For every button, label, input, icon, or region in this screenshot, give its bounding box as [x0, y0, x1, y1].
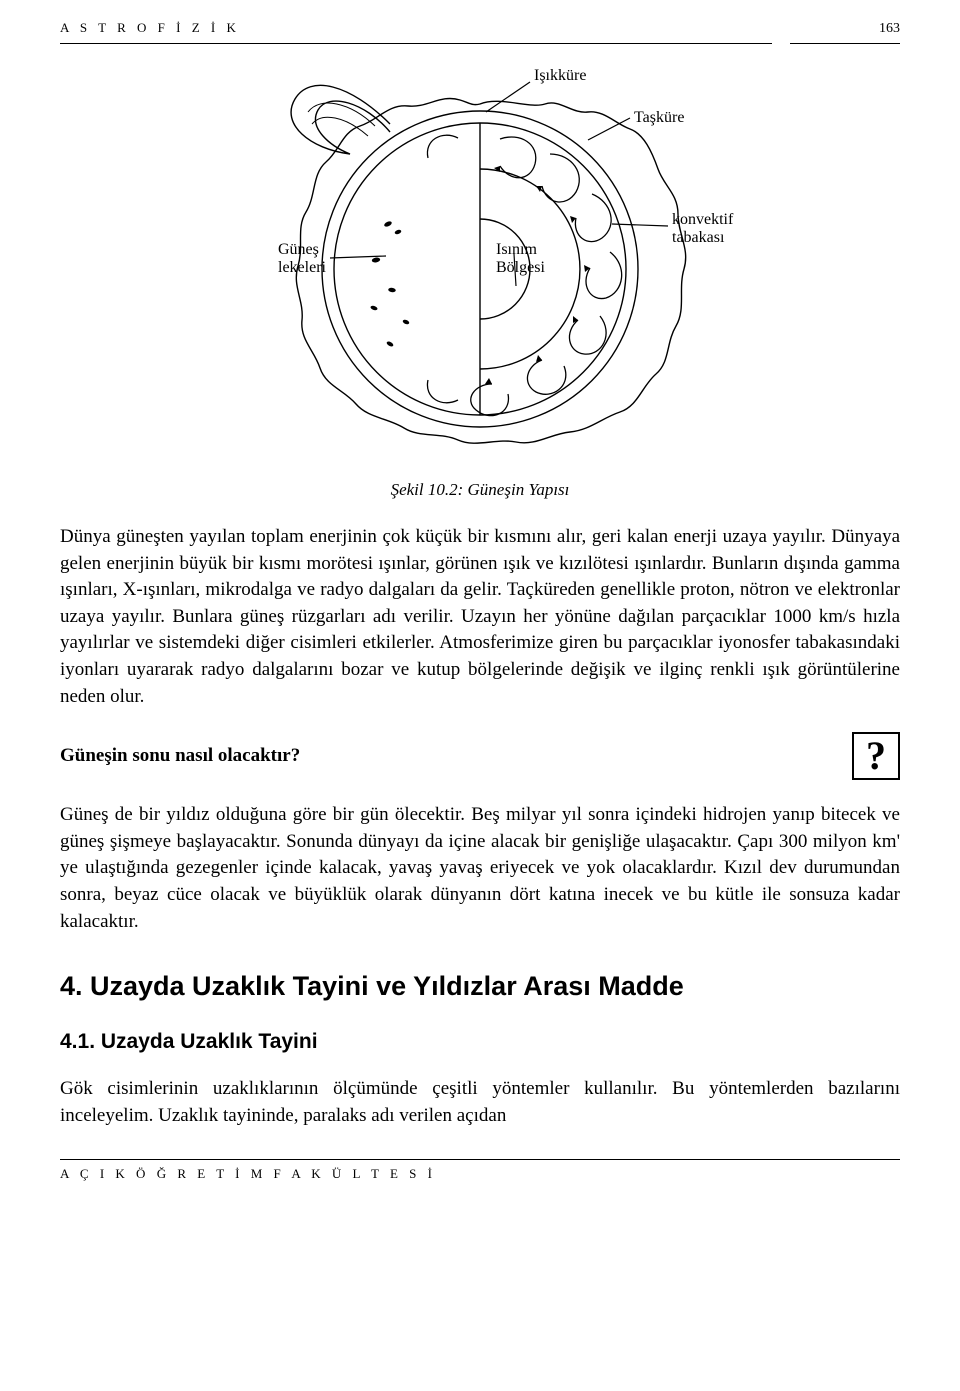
section-heading-4-1: 4.1. Uzayda Uzaklık Tayini	[60, 1030, 900, 1054]
footer-text: A Ç I K Ö Ğ R E T İ M F A K Ü L T E S İ	[60, 1166, 900, 1182]
outer-irregular-outline	[296, 98, 685, 443]
label-konvektif-l2: tabakası	[672, 229, 725, 246]
page-number: 163	[879, 21, 900, 37]
question-text: Güneşin sonu nasıl olacaktır?	[60, 745, 300, 767]
paragraph-3: Gök cisimlerinin uzaklıklarının ölçümünd…	[60, 1076, 900, 1129]
figure-caption: Şekil 10.2: Güneşin Yapısı	[391, 480, 570, 500]
header-rules	[60, 43, 900, 44]
label-isinim-l2: Bölgesi	[496, 259, 545, 276]
section-heading-4: 4. Uzayda Uzaklık Tayini ve Yıldızlar Ar…	[60, 971, 900, 1002]
header-rule-long	[60, 43, 772, 44]
question-mark-icon: ?	[852, 732, 900, 780]
sun-structure-figure: Işıkküre Taşküre konvektif tabakası Isın…	[60, 54, 900, 500]
label-konvektif-l1: konvektif	[672, 211, 734, 228]
label-lekeleri-l2: lekeleri	[278, 259, 327, 276]
leader-konvektif	[612, 224, 668, 226]
header-subject: A S T R O F İ Z İ K	[60, 20, 240, 36]
leader-isikkure	[486, 82, 530, 112]
leader-taskure	[588, 118, 630, 140]
sun-diagram-svg: Işıkküre Taşküre konvektif tabakası Isın…	[200, 54, 760, 474]
footer-rule	[60, 1159, 900, 1160]
page: A S T R O F İ Z İ K 163	[0, 0, 960, 1391]
paragraph-1: Dünya güneşten yayılan toplam enerjinin …	[60, 524, 900, 710]
paragraph-2: Güneş de bir yıldız olduğuna göre bir gü…	[60, 802, 900, 935]
prominence-inner-1	[308, 103, 375, 126]
label-isikkure: Işıkküre	[534, 67, 586, 84]
sunspots	[370, 220, 410, 347]
question-row: Güneşin sonu nasıl olacaktır? ?	[60, 732, 900, 780]
label-taskure: Taşküre	[634, 109, 684, 126]
label-lekeleri-l1: Güneş	[278, 241, 319, 258]
page-header: A S T R O F İ Z İ K 163	[60, 20, 900, 37]
label-isinim-l1: Isınım	[496, 241, 537, 258]
header-rule-short	[790, 43, 900, 44]
